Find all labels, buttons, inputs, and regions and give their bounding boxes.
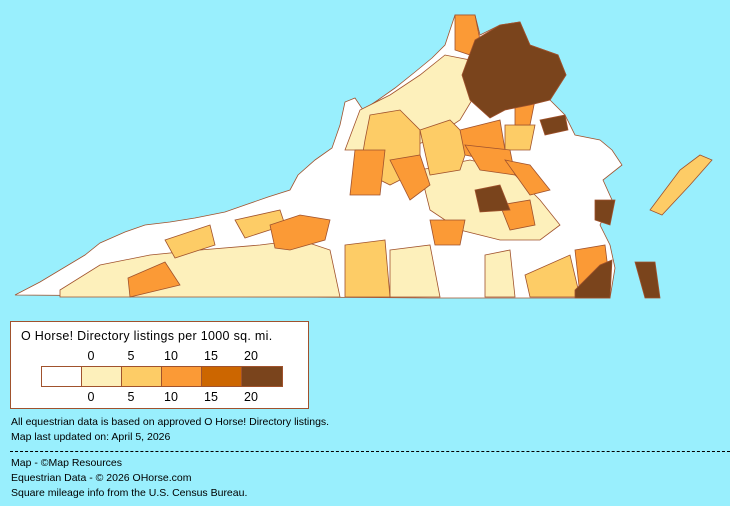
last-updated-note: Map last updated on: April 5, 2026 <box>11 431 171 443</box>
county-region <box>344 239 391 298</box>
virginia-county-map <box>14 14 713 299</box>
legend-title: O Horse! Directory listings per 1000 sq.… <box>21 329 273 343</box>
tick: 0 <box>87 390 95 404</box>
county-region <box>594 199 616 226</box>
divider <box>10 451 730 452</box>
legend-ticks-top: 0 5 10 15 20 <box>51 349 291 363</box>
county-region <box>634 261 661 299</box>
legend-ticks-bottom: 0 5 10 15 20 <box>51 390 291 404</box>
tick: 15 <box>204 349 218 363</box>
county-region <box>461 21 567 119</box>
county-region <box>464 144 516 176</box>
county-region <box>389 244 441 298</box>
county-region <box>349 149 386 196</box>
county-region <box>269 214 331 251</box>
county-region <box>474 184 511 213</box>
legend-bin-5-10 <box>122 367 162 386</box>
county-region <box>574 259 613 299</box>
map-credit: Map - ©Map Resources <box>11 457 123 469</box>
tick: 0 <box>87 349 95 363</box>
tick: 10 <box>164 390 178 404</box>
county-region <box>484 249 516 298</box>
data-credit: Equestrian Data - © 2026 OHorse.com <box>11 472 192 484</box>
tick: 15 <box>204 390 218 404</box>
census-credit: Square mileage info from the U.S. Census… <box>11 487 248 499</box>
legend-color-bar <box>41 366 283 387</box>
legend: O Horse! Directory listings per 1000 sq.… <box>10 321 309 409</box>
tick: 20 <box>244 349 258 363</box>
county-region <box>649 154 713 216</box>
legend-bin-20-plus <box>242 367 282 386</box>
legend-bin-0 <box>42 367 82 386</box>
legend-bin-10-15 <box>162 367 202 386</box>
legend-bin-0-5 <box>82 367 122 386</box>
tick: 10 <box>164 349 178 363</box>
county-region <box>539 114 569 136</box>
county-region <box>504 159 551 196</box>
legend-bin-15-20 <box>202 367 242 386</box>
data-basis-note: All equestrian data is based on approved… <box>11 416 330 428</box>
county-region <box>389 154 431 201</box>
county-region <box>164 224 216 259</box>
county-region <box>504 124 536 151</box>
county-region <box>127 261 181 298</box>
tick: 5 <box>127 349 135 363</box>
county-region <box>429 219 466 246</box>
tick: 20 <box>244 390 258 404</box>
tick: 5 <box>127 390 135 404</box>
